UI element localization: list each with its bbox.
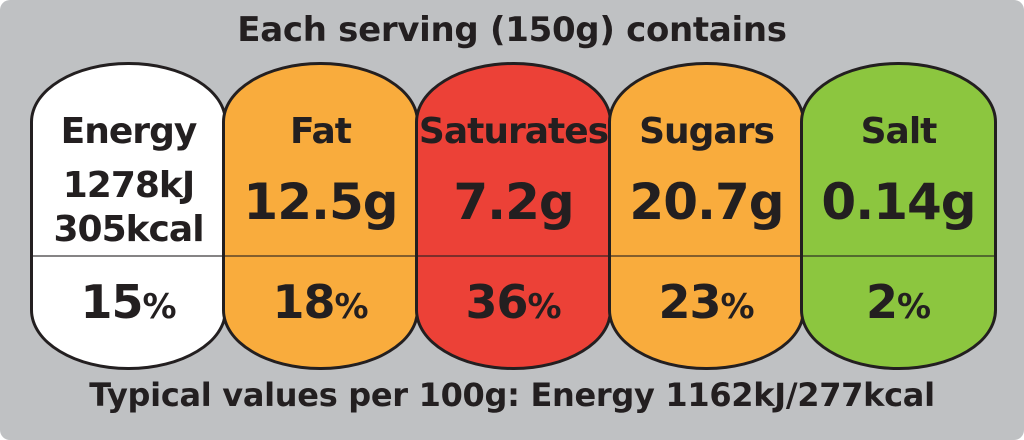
saturates-percent-value: 36 [465, 275, 528, 329]
sugars-amount: 20.7g [629, 173, 784, 231]
salt-cell: Salt 0.14g 2% [800, 62, 997, 370]
energy-percent-value: 15 [80, 275, 143, 329]
saturates-name: Saturates [418, 111, 609, 152]
per-100g-footer: Typical values per 100g: Energy 1162kJ/2… [89, 376, 935, 414]
saturates-cell: Saturates 7.2g 36% [415, 62, 612, 370]
sugars-name: Sugars [639, 111, 775, 152]
salt-percent-value: 2 [865, 275, 898, 329]
fat-percent: 18% [225, 275, 416, 329]
energy-kj: 1278kJ [62, 165, 196, 206]
energy-percent-sign: % [142, 287, 177, 327]
sugars-cell: Sugars 20.7g 23% [608, 62, 805, 370]
fat-name: Fat [290, 111, 352, 152]
energy-kcal: 305kcal [53, 209, 204, 250]
salt-percent-sign: % [896, 287, 932, 327]
sugars-percent: 23% [611, 275, 802, 329]
cell-divider [803, 255, 994, 257]
salt-amount: 0.14g [821, 173, 976, 231]
sugars-percent-sign: % [720, 287, 755, 327]
fat-percent-sign: % [334, 287, 369, 327]
salt-percent: 2% [803, 275, 994, 329]
energy-cell: Energy 1278kJ 305kcal 15% [30, 62, 227, 370]
saturates-percent-sign: % [527, 287, 562, 327]
saturates-percent: 36% [418, 275, 609, 329]
energy-percent: 15% [33, 275, 224, 329]
saturates-amount: 7.2g [453, 173, 574, 231]
cell-divider [418, 255, 609, 257]
energy-name: Energy [60, 111, 198, 152]
fat-percent-value: 18 [272, 275, 335, 329]
fat-amount: 12.5g [243, 173, 398, 231]
fat-cell: Fat 12.5g 18% [222, 62, 419, 370]
salt-name: Salt [860, 111, 938, 152]
cell-divider [611, 255, 802, 257]
cell-divider [225, 255, 416, 257]
nutrient-cells: Energy 1278kJ 305kcal 15% Fat 12.5g 18% … [30, 62, 997, 370]
cell-divider [33, 255, 224, 257]
serving-header: Each serving (150g) contains [237, 10, 787, 50]
sugars-percent-value: 23 [658, 275, 721, 329]
